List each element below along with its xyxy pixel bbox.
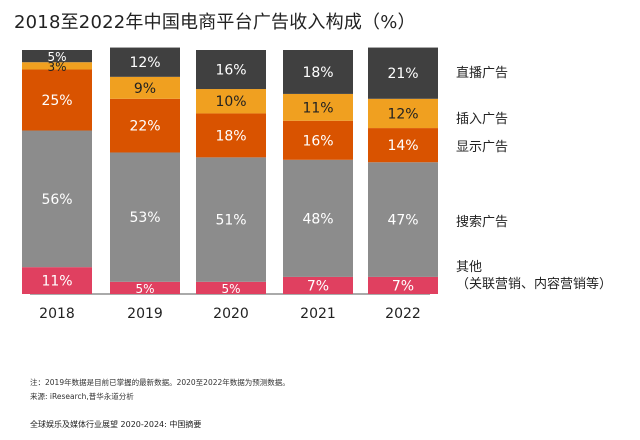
legend-other-line2: （关联营销、内容营销等）	[456, 277, 613, 292]
data-label: 16%	[302, 133, 333, 149]
data-label: 18%	[215, 128, 246, 144]
bar-segment	[22, 62, 92, 70]
bar-segment	[196, 50, 266, 90]
data-label: 14%	[387, 138, 418, 154]
legend-live: 直播广告	[456, 66, 509, 81]
legend-insert: 插入广告	[456, 112, 509, 127]
data-label: 7%	[307, 278, 329, 294]
data-label: 25%	[41, 93, 72, 109]
data-label: 18%	[302, 65, 333, 81]
bar-segment	[283, 93, 353, 121]
data-label: 48%	[302, 211, 333, 227]
bar-segment	[196, 157, 266, 282]
footer-text: 全球娱乐及媒体行业展望 2020-2024: 中国摘要	[30, 420, 202, 429]
bar-segment	[283, 159, 353, 277]
data-label: 10%	[215, 94, 246, 110]
data-label: 5%	[221, 282, 240, 296]
bar-segment	[368, 128, 438, 163]
data-label: 22%	[129, 119, 160, 135]
data-label: 7%	[392, 278, 414, 294]
bar-segment	[22, 267, 92, 294]
data-label: 51%	[215, 213, 246, 229]
data-label: 11%	[302, 100, 333, 116]
bar-segment	[110, 47, 180, 77]
data-label: 3%	[47, 60, 66, 74]
bar-segment	[368, 98, 438, 129]
bar-segment	[368, 162, 438, 277]
x-tick-label: 2018	[39, 306, 75, 322]
stacked-bar-chart: 11%56%25%3%5%5%53%22%9%12%5%51%18%10%16%…	[22, 47, 438, 322]
x-tick-label: 2022	[385, 306, 421, 322]
bar-segment	[196, 89, 266, 114]
bar-segment	[283, 276, 353, 294]
footnote-source: 来源: iResearch,普华永道分析	[30, 392, 134, 401]
data-label: 9%	[134, 81, 156, 97]
data-label: 11%	[41, 274, 72, 290]
bar-segment	[196, 113, 266, 158]
bar-segment	[196, 281, 266, 294]
data-label: 5%	[135, 282, 154, 296]
legend-other-line1: 其他	[456, 260, 483, 275]
bar-segment	[22, 130, 92, 268]
bar-segment	[110, 98, 180, 153]
bar-segment	[368, 47, 438, 99]
data-label: 21%	[387, 66, 418, 82]
x-tick-label: 2020	[213, 306, 249, 322]
legend-search: 搜索广告	[456, 215, 509, 230]
x-tick-labels: 2018 2019 2020 2021 2022	[39, 306, 421, 322]
data-label: 53%	[129, 210, 160, 226]
bar-segment	[283, 120, 353, 160]
data-label: 47%	[387, 213, 418, 229]
bar-segment	[283, 50, 353, 94]
bar-segment	[110, 281, 180, 294]
data-label: 56%	[41, 192, 72, 208]
bar-segment	[110, 152, 180, 282]
data-label: 16%	[215, 63, 246, 79]
bar-segment	[22, 69, 92, 131]
x-tick-label: 2021	[300, 306, 336, 322]
bar-segment	[110, 76, 180, 99]
footnote-note: 注：2019年数据是目前已掌握的最新数据。2020至2022年数据为预测数据。	[30, 378, 290, 387]
bar-segment	[368, 276, 438, 294]
data-label: 5%	[47, 50, 66, 64]
bars-group: 11%56%25%3%5%5%53%22%9%12%5%51%18%10%16%…	[22, 47, 438, 296]
legend-other: 其他 （关联营销、内容营销等）	[456, 259, 612, 293]
chart-title: 2018至2022年中国电商平台广告收入构成（%）	[14, 12, 416, 33]
bar-segment	[22, 50, 92, 63]
data-label: 12%	[387, 106, 418, 122]
legend-display: 显示广告	[456, 140, 509, 155]
data-label: 12%	[129, 55, 160, 71]
x-tick-label: 2019	[127, 306, 163, 322]
